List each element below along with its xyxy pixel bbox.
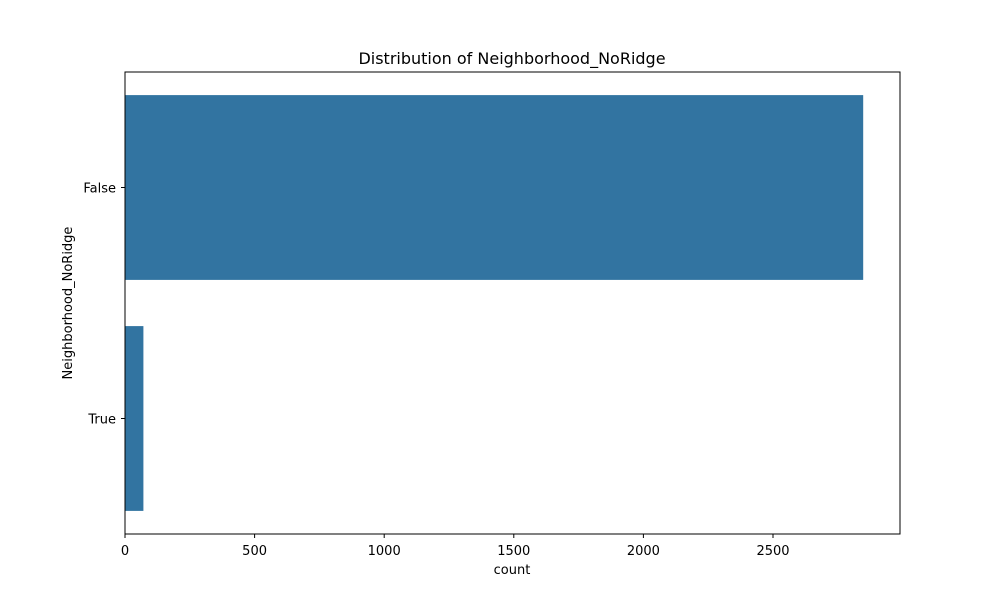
chart-title: Distribution of Neighborhood_NoRidge: [358, 49, 665, 69]
plot-frame: [124, 71, 901, 535]
x-tick-label: 2000: [627, 544, 660, 559]
x-tick-label: 1000: [368, 544, 401, 559]
y-tick-label: False: [83, 182, 116, 197]
bar-false: [125, 95, 864, 280]
x-tick-label: 0: [121, 544, 129, 559]
y-axis-label: Neighborhood_NoRidge: [61, 227, 76, 380]
x-axis-ticks: 0 500 1000 1500 2000 2500: [121, 534, 790, 559]
x-tick-label: 2500: [756, 544, 789, 559]
x-tick-label: 500: [242, 544, 267, 559]
bars: [125, 95, 864, 511]
x-tick-label: 1500: [497, 544, 530, 559]
y-axis-ticks: False True: [83, 182, 125, 428]
bar-true: [125, 326, 144, 511]
y-tick-label: True: [87, 413, 116, 428]
x-axis-label: count: [494, 563, 531, 578]
